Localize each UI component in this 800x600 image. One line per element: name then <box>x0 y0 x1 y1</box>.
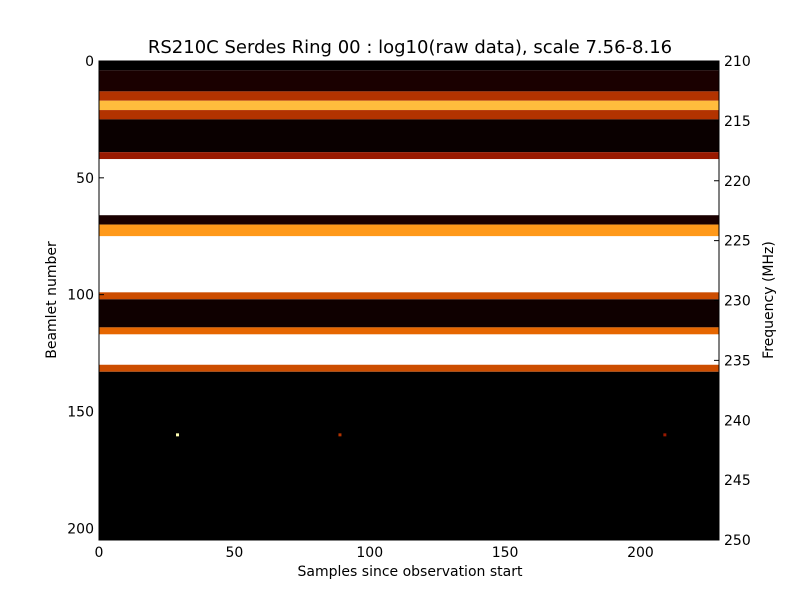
y-tick-label-4: 200 <box>67 521 94 537</box>
heatmap-band-4 <box>99 110 719 120</box>
heatmap-band-10 <box>99 236 719 293</box>
y2-tick-label-6: 240 <box>724 413 751 429</box>
heatmap-band-5 <box>99 119 719 153</box>
x-axis: 0 50 100 150 200 <box>95 61 654 561</box>
x-tick-label-1: 50 <box>225 545 243 561</box>
heatmap-spot-0 <box>176 433 180 437</box>
heatmap-band-2 <box>99 91 719 101</box>
y-tick-label-3: 150 <box>67 404 94 420</box>
heatmap-band-12 <box>99 299 719 328</box>
heatmap-band-15 <box>99 364 719 372</box>
y2-tick-label-7: 245 <box>724 473 751 489</box>
heatmap-spot-1 <box>338 433 342 437</box>
heatmap-band-13 <box>99 327 719 335</box>
y-axis-right: 210 215 220 225 230 235 240 245 250 <box>714 54 751 549</box>
chart-title: RS210C Serdes Ring 00 : log10(raw data),… <box>148 37 672 58</box>
x-tick-label-3: 150 <box>492 545 519 561</box>
plot-area <box>99 61 719 540</box>
y2-tick-label-0: 210 <box>724 54 751 70</box>
y2-axis-label: Frequency (MHz) <box>761 241 777 359</box>
heatmap-band-9 <box>99 224 719 237</box>
y2-tick-label-5: 235 <box>724 353 751 369</box>
x-tick-label-2: 100 <box>356 545 383 561</box>
y2-tick-label-8: 250 <box>724 533 751 549</box>
heatmap-band-11 <box>99 292 719 300</box>
y-tick-label-1: 50 <box>76 171 94 187</box>
heatmap-band-6 <box>99 152 719 160</box>
heatmap-band-3 <box>99 100 719 111</box>
heatmap-spot-2 <box>663 433 667 437</box>
heatmap-band-7 <box>99 159 719 216</box>
heatmap-band-8 <box>99 215 719 225</box>
y2-tick-label-2: 220 <box>724 174 751 190</box>
x-axis-label: Samples since observation start <box>298 564 523 580</box>
y-axis-label: Beamlet number <box>44 241 60 359</box>
y-axis-left: 0 50 100 150 200 <box>67 54 104 537</box>
heatmap-band-16 <box>99 371 719 540</box>
y2-tick-label-3: 225 <box>724 234 751 250</box>
y2-tick-label-1: 215 <box>724 114 751 130</box>
y2-tick-label-4: 230 <box>724 294 751 310</box>
x-tick-label-4: 200 <box>627 545 654 561</box>
x-tick-label-0: 0 <box>95 545 104 561</box>
heatmap-band-14 <box>99 334 719 365</box>
heatmap-band-1 <box>99 70 719 92</box>
heatmap-band-0 <box>99 61 719 71</box>
y-tick-label-2: 100 <box>67 288 94 304</box>
y-tick-label-0: 0 <box>85 54 94 70</box>
